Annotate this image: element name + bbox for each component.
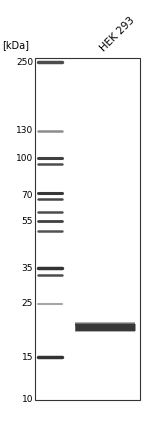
Text: 25: 25	[22, 299, 33, 308]
Text: 10: 10	[21, 395, 33, 405]
Text: 15: 15	[21, 353, 33, 362]
Bar	[35, 58, 140, 400]
Text: 55: 55	[21, 216, 33, 225]
Text: 35: 35	[21, 264, 33, 273]
Text: 130: 130	[16, 126, 33, 135]
Text: [kDa]: [kDa]	[2, 40, 29, 50]
Text: 70: 70	[21, 191, 33, 200]
Text: 100: 100	[16, 154, 33, 163]
Text: 250: 250	[16, 58, 33, 66]
Text: HEK 293: HEK 293	[98, 15, 136, 53]
